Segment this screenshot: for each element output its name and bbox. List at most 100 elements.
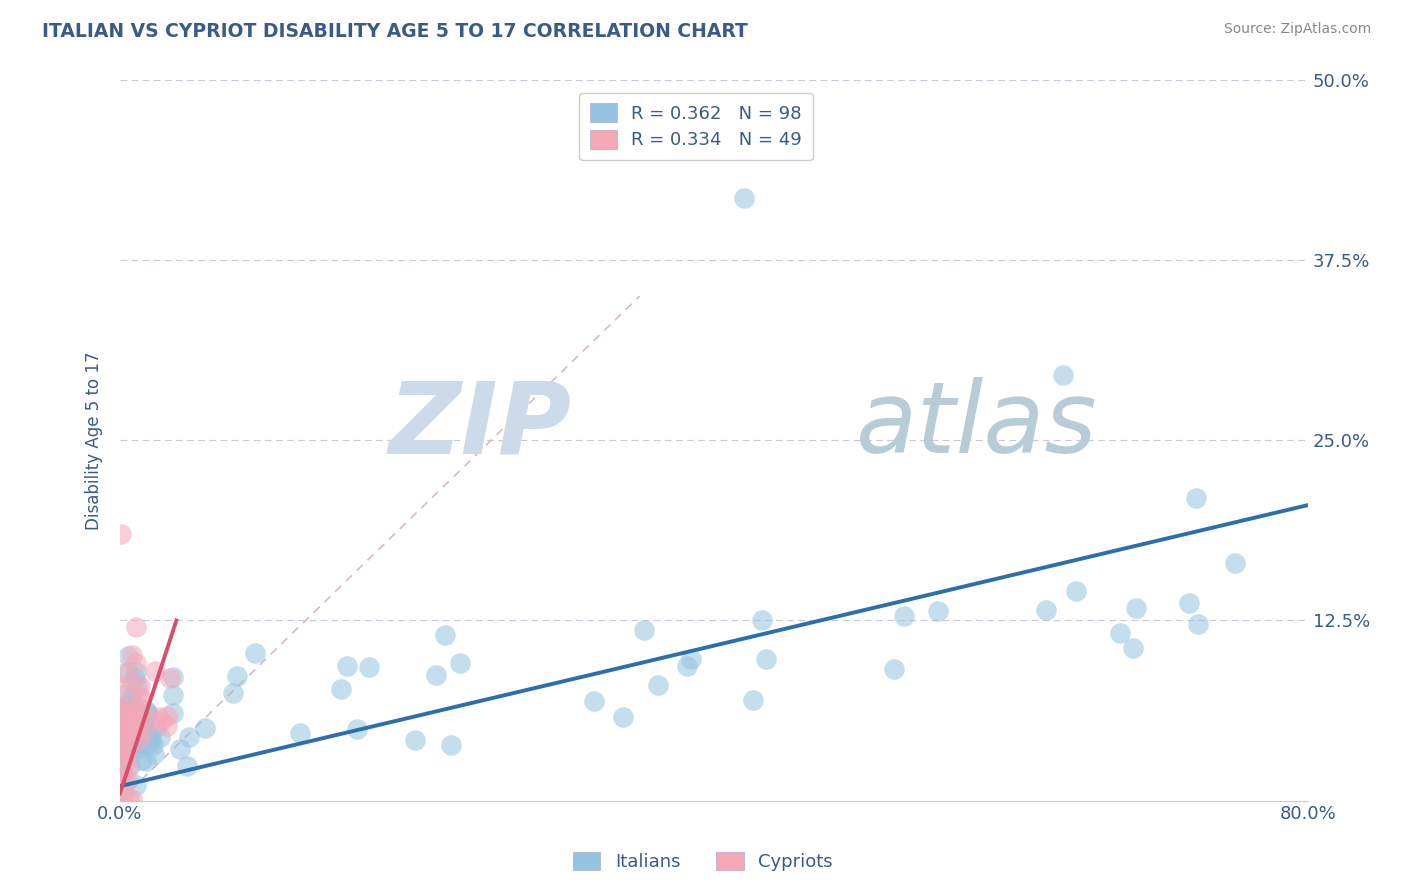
Point: [434, 628, 457, 642]
Point: [1052, 368, 1074, 383]
Point: [110, 710, 132, 724]
Point: [676, 659, 699, 673]
Text: Source: ZipAtlas.com: Source: ZipAtlas.com: [1223, 22, 1371, 37]
Point: [124, 698, 146, 713]
Point: [117, 773, 139, 788]
Point: [134, 728, 156, 742]
Point: [110, 706, 132, 720]
Point: [162, 706, 184, 721]
Point: [883, 662, 905, 676]
Point: [121, 714, 143, 728]
Legend: Italians, Cypriots: Italians, Cypriots: [567, 845, 839, 879]
Point: [127, 738, 149, 752]
Point: [346, 723, 368, 737]
Point: [112, 716, 135, 731]
Point: [121, 717, 143, 731]
Point: [449, 657, 471, 671]
Point: [111, 708, 134, 723]
Point: [120, 720, 142, 734]
Point: [112, 700, 135, 714]
Point: [110, 527, 132, 541]
Point: [124, 671, 146, 685]
Text: ITALIAN VS CYPRIOT DISABILITY AGE 5 TO 17 CORRELATION CHART: ITALIAN VS CYPRIOT DISABILITY AGE 5 TO 1…: [42, 22, 748, 41]
Point: [124, 714, 146, 728]
Point: [142, 738, 165, 752]
Point: [114, 731, 136, 746]
Point: [112, 666, 135, 681]
Point: [1122, 640, 1144, 655]
Text: atlas: atlas: [856, 377, 1098, 475]
Point: [633, 623, 655, 637]
Point: [1125, 601, 1147, 615]
Point: [136, 706, 159, 721]
Point: [647, 678, 669, 692]
Point: [136, 706, 159, 721]
Point: [124, 702, 146, 716]
Point: [121, 705, 143, 719]
Point: [132, 723, 155, 738]
Point: [110, 709, 132, 723]
Point: [121, 792, 143, 806]
Point: [117, 665, 139, 680]
Point: [120, 720, 142, 734]
Point: [110, 700, 132, 714]
Point: [135, 703, 157, 717]
Point: [162, 670, 184, 684]
Point: [122, 705, 145, 719]
Point: [742, 693, 765, 707]
Point: [129, 706, 152, 720]
Point: [110, 761, 132, 775]
Point: [336, 659, 359, 673]
Point: [1178, 596, 1201, 610]
Point: [176, 759, 198, 773]
Point: [110, 776, 132, 790]
Point: [129, 690, 152, 704]
Point: [118, 792, 141, 806]
Point: [1109, 626, 1132, 640]
Point: [128, 715, 150, 730]
Point: [120, 696, 142, 710]
Point: [128, 731, 150, 746]
Point: [112, 756, 135, 770]
Point: [117, 747, 139, 761]
Point: [117, 731, 139, 746]
Point: [115, 724, 138, 739]
Point: [927, 604, 949, 618]
Point: [110, 708, 132, 723]
Point: [162, 688, 184, 702]
Point: [129, 706, 152, 721]
Text: ZIP: ZIP: [388, 377, 571, 475]
Point: [111, 771, 134, 785]
Point: [733, 191, 755, 205]
Point: [128, 702, 150, 716]
Point: [125, 665, 148, 679]
Point: [128, 733, 150, 747]
Point: [132, 721, 155, 735]
Point: [110, 723, 132, 738]
Point: [120, 759, 142, 773]
Point: [125, 778, 148, 792]
Point: [112, 740, 135, 755]
Point: [179, 730, 201, 744]
Point: [125, 723, 148, 737]
Point: [111, 771, 134, 785]
Point: [115, 738, 138, 752]
Point: [118, 716, 141, 731]
Point: [111, 783, 134, 797]
Point: [122, 699, 145, 714]
Point: [583, 694, 606, 708]
Point: [121, 721, 143, 735]
Point: [135, 754, 157, 768]
Point: [129, 679, 152, 693]
Point: [149, 731, 172, 745]
Point: [125, 620, 148, 634]
Point: [150, 714, 173, 728]
Point: [121, 726, 143, 740]
Point: [222, 686, 245, 700]
Point: [138, 737, 160, 751]
Legend: R = 0.362   N = 98, R = 0.334   N = 49: R = 0.362 N = 98, R = 0.334 N = 49: [579, 93, 813, 161]
Point: [129, 690, 152, 704]
Point: [121, 690, 143, 704]
Point: [194, 721, 217, 735]
Point: [145, 720, 167, 734]
